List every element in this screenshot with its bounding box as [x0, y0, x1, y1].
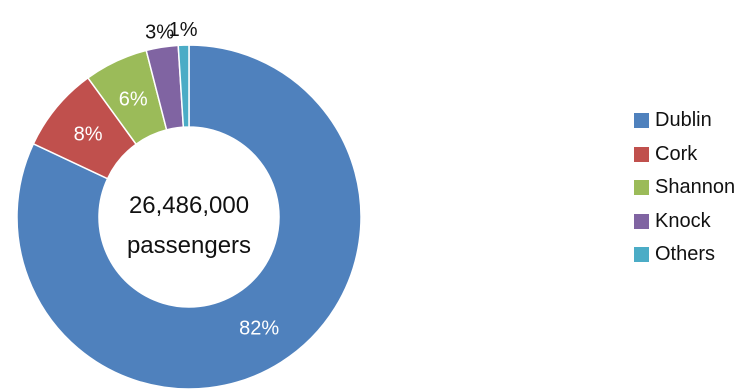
legend-item-dublin: Dublin [634, 109, 735, 131]
slice-others [177, 44, 190, 128]
legend-label: Shannon [655, 176, 736, 198]
legend-swatch [634, 113, 649, 128]
data-label-others: 1% [169, 19, 198, 41]
data-label-shannon: 6% [119, 88, 148, 110]
center-label-line1: 26,486,000 [129, 192, 249, 219]
legend-label: Others [655, 243, 716, 265]
donut-slices [16, 44, 362, 390]
legend-item-knock: Knock [634, 209, 735, 232]
data-label-knock: 3% [145, 21, 174, 43]
legend-item-others: Others [634, 243, 735, 265]
legend-swatch [634, 213, 649, 229]
legend-label: Dublin [655, 109, 712, 131]
legend-swatch [634, 146, 649, 162]
data-label-dublin: 82% [239, 318, 279, 340]
legend-label: Knock [655, 209, 711, 232]
legend-item-cork: Cork [634, 142, 735, 165]
chart-legend: Dublin Cork Shannon Knock Others [634, 109, 736, 278]
slice-labels: 82% 8% 6% 3%1% [74, 19, 280, 340]
legend-label: Cork [655, 142, 698, 165]
legend-swatch [634, 247, 649, 262]
legend-swatch [634, 180, 649, 195]
data-label-cork: 8% [74, 123, 103, 145]
slice-dublin [16, 44, 362, 390]
center-label-line2: passengers [127, 232, 251, 259]
legend-item-shannon: Shannon [634, 176, 736, 198]
